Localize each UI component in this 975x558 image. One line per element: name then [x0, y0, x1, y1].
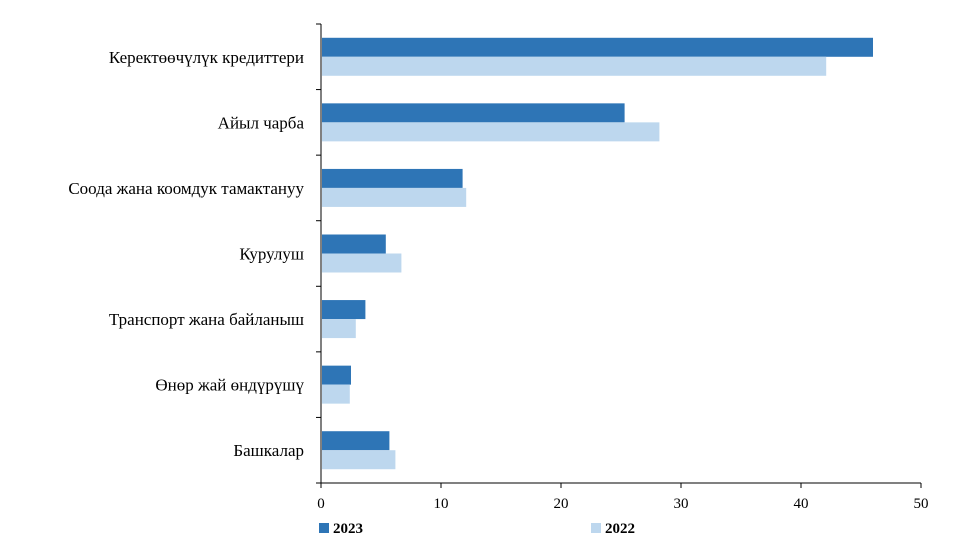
x-tick-label: 20: [554, 496, 569, 512]
x-tick-label: 30: [674, 496, 689, 512]
bar-2023-0: [322, 37, 873, 57]
category-label: Керектөөчүлүк кредиттери: [109, 48, 304, 67]
bar-2022-3: [322, 253, 402, 273]
bar-2023-1: [322, 103, 625, 123]
bar-2022-2: [322, 187, 467, 207]
legend-swatch-2022: [591, 523, 601, 533]
bar-2022-6: [322, 450, 396, 470]
category-label: Башкалар: [233, 441, 304, 460]
x-tick-label: 0: [317, 496, 325, 512]
legend-label-2023: 2023: [333, 521, 363, 537]
bar-2023-2: [322, 168, 463, 188]
bar-2023-5: [322, 365, 351, 385]
x-tick-label: 50: [914, 496, 929, 512]
legend-label-2022: 2022: [605, 521, 635, 537]
bar-2022-0: [322, 56, 827, 76]
x-tick-label: 10: [434, 496, 449, 512]
bar-2023-6: [322, 431, 390, 451]
bar-2022-4: [322, 319, 356, 339]
bar-2023-4: [322, 300, 366, 320]
category-label: Айыл чарба: [218, 113, 305, 132]
bar-2022-5: [322, 384, 350, 404]
legend-swatch-2023: [319, 523, 329, 533]
category-label: Соода жана коомдук тамактануу: [68, 179, 304, 198]
bar-2023-3: [322, 234, 386, 254]
x-tick-label: 40: [794, 496, 809, 512]
category-label: Курулуш: [239, 245, 304, 264]
category-label: Транспорт жана байланыш: [109, 310, 304, 329]
category-label: Өнөр жай өндүрүшү: [155, 376, 304, 395]
bar-2022-1: [322, 122, 660, 142]
